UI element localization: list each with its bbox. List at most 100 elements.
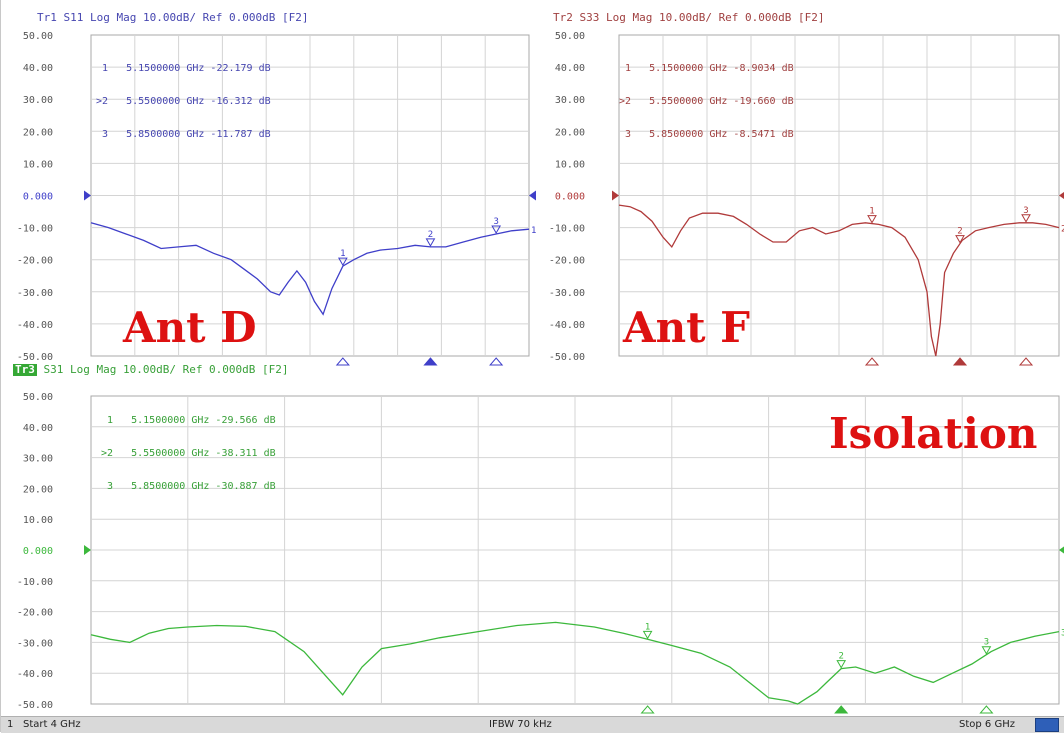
tr2-marker-2: >2 5.5500000 GHz -19.660 dB: [619, 96, 794, 107]
tr3-active-tag[interactable]: Tr3: [13, 363, 37, 376]
tr2-marker-3: 3 5.8500000 GHz -8.5471 dB: [619, 129, 794, 140]
y-tick-label: 0.000: [23, 546, 53, 557]
tr3-big-label: Isolation: [829, 409, 1038, 458]
marker-2-icon: [955, 235, 965, 244]
marker-3-icon: [1021, 214, 1031, 223]
marker-3-bottom-icon: [979, 705, 994, 714]
tr2-plot: 50.00 40.00 30.00 20.00 10.00 0.000 -10.00 -20.…: [549, 31, 1064, 366]
y-tick-label: -50.00: [549, 352, 585, 363]
y-tick-label: 40.00: [555, 63, 585, 74]
marker-2-bottom-icon: [834, 705, 849, 714]
tr2-marker-1: 1 5.1500000 GHz -8.9034 dB: [619, 63, 794, 74]
marker-3-number: 3: [493, 217, 498, 227]
y-tick-label: 0.000: [23, 192, 53, 203]
y-tick-label: -20.00: [17, 608, 53, 619]
y-tick-label: 20.00: [23, 127, 53, 138]
y-tick-label: 30.00: [23, 454, 53, 465]
y-tick-label: 30.00: [555, 95, 585, 106]
marker-1-icon: [337, 257, 348, 267]
tr3-plot: 50.00 40.00 30.00 20.00 10.00 0.000 -10.00 -20.…: [17, 392, 1064, 714]
y-tick-label: -40.00: [17, 669, 53, 680]
status-stop[interactable]: Stop 6 GHz: [959, 719, 1015, 730]
marker-1-bottom-icon: [864, 357, 880, 366]
marker-1-bottom-icon: [640, 705, 655, 714]
y-tick-label: 50.00: [555, 31, 585, 42]
y-tick-label: 20.00: [23, 484, 53, 495]
trace-number-label: 2: [1061, 225, 1064, 235]
y-tick-label: -30.00: [549, 288, 585, 299]
y-tick-label: -10.00: [17, 577, 53, 588]
marker-3-bottom-icon: [1018, 357, 1034, 366]
tr3-marker-3: 3 5.8500000 GHz -30.887 dB: [101, 481, 276, 492]
ref-left-arrow: [84, 545, 91, 555]
marker-3-icon: [491, 225, 502, 235]
marker-1-number: 1: [869, 207, 874, 217]
y-tick-label: -20.00: [549, 256, 585, 267]
ref-left-arrow: [84, 190, 91, 201]
y-tick-label: -40.00: [17, 320, 53, 331]
y-tick-label: 50.00: [23, 31, 53, 42]
trace-number-label: 3: [1061, 629, 1064, 639]
trace-line: [618, 204, 1060, 357]
marker-2-number: 2: [957, 227, 962, 237]
y-tick-label: -30.00: [17, 638, 53, 649]
y-tick-label: 10.00: [23, 515, 53, 526]
marker-2-bottom-icon: [952, 357, 968, 366]
marker-1-icon: [642, 630, 653, 640]
tr3-marker-1: 1 5.1500000 GHz -29.566 dB: [101, 415, 276, 426]
marker-2-icon: [425, 238, 436, 247]
tr3-marker-table: 1 5.1500000 GHz -29.566 dB >2 5.5500000 …: [101, 393, 276, 514]
y-tick-label: 10.00: [23, 159, 53, 170]
status-ifbw[interactable]: IFBW 70 kHz: [489, 719, 552, 730]
tr1-marker-3: 3 5.8500000 GHz -11.787 dB: [96, 129, 271, 140]
marker-2-number: 2: [838, 652, 843, 662]
y-tick-label: -20.00: [17, 256, 53, 267]
y-tick-label: -50.00: [17, 352, 53, 363]
status-start[interactable]: Start 4 GHz: [23, 719, 81, 730]
y-tick-label: -40.00: [549, 320, 585, 331]
ref-right-arrow: [1059, 191, 1064, 200]
tr3-header[interactable]: Tr3 S31 Log Mag 10.00dB/ Ref 0.000dB [F2…: [13, 364, 289, 376]
marker-1-number: 1: [340, 249, 345, 259]
y-tick-label: -30.00: [17, 288, 53, 299]
ref-right-arrow: [1059, 546, 1064, 554]
y-tick-label: -10.00: [549, 224, 585, 235]
ref-right-arrow: [529, 190, 536, 201]
y-tick-label: 30.00: [23, 95, 53, 106]
y-tick-label: -10.00: [17, 224, 53, 235]
tr1-header[interactable]: Tr1 S11 Log Mag 10.00dB/ Ref 0.000dB [F2…: [37, 11, 309, 24]
y-tick-label: 0.000: [555, 192, 585, 203]
y-tick-label: 10.00: [555, 159, 585, 170]
tr1-plot: 50.00 40.00 30.00 20.00 10.00 0.000 -10.00 -20.…: [17, 31, 536, 366]
tr1-marker-2: >2 5.5500000 GHz -16.312 dB: [96, 96, 271, 107]
marker-1-bottom-icon: [335, 357, 350, 366]
trace-number-label: 1: [531, 226, 536, 236]
y-tick-label: 40.00: [23, 423, 53, 434]
tr2-header[interactable]: Tr2 S33 Log Mag 10.00dB/ Ref 0.000dB [F2…: [553, 11, 825, 24]
marker-3-bottom-icon: [489, 357, 504, 366]
tr1-marker-table: 1 5.1500000 GHz -22.179 dB >2 5.5500000 …: [96, 41, 271, 162]
marker-2-number: 2: [428, 230, 433, 240]
status-indicator-icon[interactable]: [1035, 718, 1059, 732]
y-tick-label: -50.00: [17, 700, 53, 711]
tr2-big-label: Ant F: [623, 303, 750, 352]
trace-line: [90, 222, 530, 316]
y-tick-label: 50.00: [23, 392, 53, 403]
marker-1-icon: [867, 215, 877, 224]
status-channel[interactable]: 1: [7, 719, 14, 730]
marker-2-icon: [836, 660, 847, 669]
tr3-marker-2: >2 5.5500000 GHz -38.311 dB: [101, 448, 276, 459]
tr2-marker-table: 1 5.1500000 GHz -8.9034 dB >2 5.5500000 …: [619, 41, 794, 162]
marker-2-bottom-icon: [423, 357, 438, 366]
marker-3-number: 3: [1023, 206, 1028, 216]
marker-3-icon: [981, 646, 992, 655]
status-bar: 1 Start 4 GHz IFBW 70 kHz Stop 6 GHz: [1, 716, 1064, 733]
marker-3-number: 3: [984, 638, 989, 648]
tr3-header-text: S31 Log Mag 10.00dB/ Ref 0.000dB [F2]: [36, 363, 289, 376]
y-tick-label: 40.00: [23, 63, 53, 74]
tr1-big-label: Ant D: [123, 303, 257, 352]
tr1-marker-1: 1 5.1500000 GHz -22.179 dB: [96, 63, 271, 74]
marker-1-number: 1: [645, 622, 650, 632]
ref-left-arrow: [612, 190, 619, 201]
